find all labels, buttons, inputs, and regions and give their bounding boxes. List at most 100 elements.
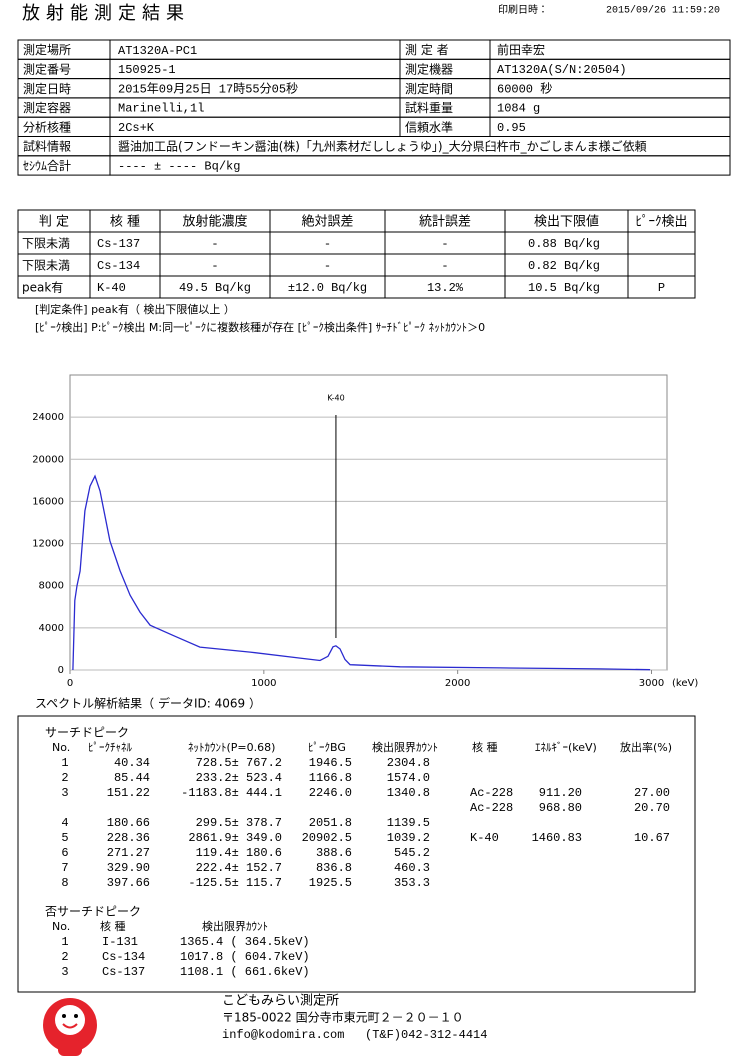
print-date: 2015/09/26 11:59:20 [606, 5, 720, 17]
table-cell [627, 275, 696, 299]
y-tick-label: 4000 [39, 623, 64, 634]
table-cell-text: 1574.0 [387, 771, 430, 785]
table-cell [627, 253, 696, 277]
table-cell-text: K-40 [470, 831, 499, 845]
table-header: 統計誤差 [419, 214, 471, 230]
table-cell-text: 353.3 [394, 876, 430, 890]
info-label: 試料重量 [405, 101, 453, 115]
x-tick-label: 3000 [639, 678, 664, 689]
table-cell-text: 2051.8 [309, 816, 352, 830]
table-cell-text: 85.44 [114, 771, 150, 785]
x-tick-label: 2000 [445, 678, 470, 689]
table-cell-text: 3 [61, 786, 68, 800]
table-cell-text: P [658, 281, 665, 295]
table-cell-text: 1108.1 ( 661.6keV) [180, 965, 310, 979]
note: [判定条件] peak有（ 検出下限値以上 ） [35, 302, 235, 316]
table-cell-text: I-131 [102, 935, 138, 949]
table-cell-text: ±12.0 Bq/kg [288, 281, 367, 295]
logo [43, 998, 97, 1056]
table-cell-text: Ac-228 [470, 786, 513, 800]
table-cell-text: - [211, 237, 218, 251]
table-cell-text: -1183.8± 444.1 [181, 786, 282, 800]
column-header: No. [52, 920, 70, 933]
column-header: No. [52, 741, 70, 754]
table-cell-text: 299.5± 378.7 [196, 816, 282, 830]
table-cell-text: 0.88 Bq/kg [528, 237, 600, 251]
table-cell-text: 911.20 [539, 786, 582, 800]
plot-area [69, 374, 668, 671]
info-label: 信頼水準 [405, 119, 453, 134]
table-cell-text: 3 [61, 965, 68, 979]
note: [ﾋﾟｰｸ検出] P:ﾋﾟｰｸ検出 M:同一ﾋﾟｰｸに複数核種が存在 [ﾋﾟｰｸ… [35, 320, 485, 334]
table-header: ﾋﾟｰｸ検出 [635, 215, 687, 230]
table-cell-text: 460.3 [394, 861, 430, 875]
table-cell-text: - [324, 237, 331, 251]
column-header: ｴﾈﾙｷﾞｰ(keV) [535, 741, 597, 754]
info-value: 2015年09月25日 17時55分05秒 [118, 81, 298, 96]
table-cell-text: 2 [61, 950, 68, 964]
y-tick-label: 20000 [32, 454, 64, 465]
info-value: 2Cs+K [118, 121, 155, 135]
table-cell-text: Cs-134 [97, 259, 140, 273]
table-cell-text: 8 [61, 876, 68, 890]
table-cell [489, 116, 731, 137]
analysis-box [17, 715, 696, 993]
table-cell-text: 545.2 [394, 846, 430, 860]
table-cell-text: 4 [61, 816, 68, 830]
table-cell-text: 836.8 [316, 861, 352, 875]
info-value: 1084 g [497, 102, 540, 116]
y-tick-label: 0 [58, 665, 64, 676]
table-cell-text: 271.27 [107, 846, 150, 860]
table-cell-text: 968.80 [539, 801, 582, 815]
info-label: 分析核種 [23, 120, 71, 134]
table-cell-text: Cs-137 [102, 965, 145, 979]
table-cell-text: 1925.5 [309, 876, 352, 890]
table-cell-text: 222.4± 152.7 [196, 861, 282, 875]
table-cell-text: 下限未満 [22, 259, 70, 273]
table-cell-text: 1139.5 [387, 816, 430, 830]
table-cell-text: 1460.83 [532, 831, 582, 845]
table-cell-text: - [441, 259, 448, 273]
table-cell-text: 下限未満 [22, 237, 70, 251]
table-cell-text: 2304.8 [387, 756, 430, 770]
table-cell-text: 1946.5 [309, 756, 352, 770]
table-cell-text: 2861.9± 349.0 [188, 831, 282, 845]
y-tick-label: 24000 [32, 412, 64, 423]
table-cell-text: 151.22 [107, 786, 150, 800]
table-cell-text: -125.5± 115.7 [188, 876, 282, 890]
table-cell-text: 397.66 [107, 876, 150, 890]
x-tick-label: 0 [67, 678, 73, 689]
print-date-label: 印刷日時： [498, 4, 548, 16]
info-label: 測定番号 [23, 62, 71, 76]
table-header: 検出下限値 [534, 214, 599, 230]
table-cell-text: Cs-134 [102, 950, 145, 964]
table-cell-text: 388.6 [316, 846, 352, 860]
table-cell-text: - [211, 259, 218, 273]
table-cell-text: Cs-137 [97, 237, 140, 251]
table-cell-text: 119.4± 180.6 [196, 846, 282, 860]
column-header: ﾋﾟｰｸBG [308, 741, 346, 754]
column-header: 放出率(%) [620, 740, 672, 754]
table-cell-text: 228.36 [107, 831, 150, 845]
info-label: 測定場所 [23, 43, 71, 57]
column-header: 核 種 [100, 919, 126, 933]
table-cell-text: 233.2± 523.4 [196, 771, 282, 785]
table-cell-text: 1 [61, 756, 68, 770]
table-cell-text: 180.66 [107, 816, 150, 830]
table-cell-text: 6 [61, 846, 68, 860]
info-label: 測定容器 [23, 101, 71, 115]
x-axis-label: (keV) [672, 678, 698, 689]
table-header: 核 種 [110, 214, 140, 230]
info-label: 測定時間 [405, 82, 453, 96]
table-header: 判 定 [39, 215, 69, 230]
table-cell-text: 0.82 Bq/kg [528, 259, 600, 273]
info-value: ---- ± ---- Bq/kg [118, 160, 240, 174]
subsection-title: サーチドピーク [45, 726, 129, 740]
info-value: 醤油加工品(フンドーキン醤油(株)「九州素材だししょうゆ」)_大分県臼杵市_かご… [118, 139, 647, 154]
table-cell-text: 20902.5 [302, 831, 352, 845]
table-header: 絶対誤差 [301, 214, 353, 230]
table-cell-text: 1166.8 [309, 771, 352, 785]
table-cell-text: 329.90 [107, 861, 150, 875]
address: 〒185-0022 国分寺市東元町２－２０－１０ [222, 1011, 464, 1025]
